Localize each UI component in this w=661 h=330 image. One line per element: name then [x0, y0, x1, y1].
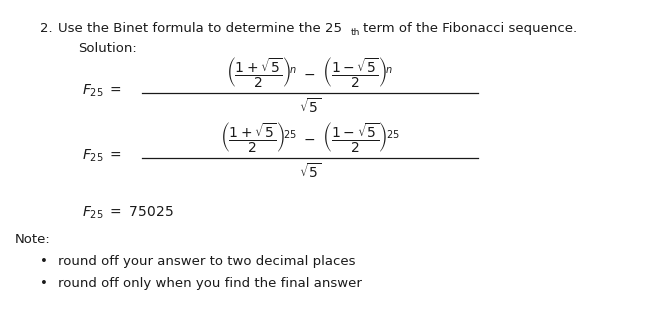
Text: Solution:: Solution:	[78, 42, 137, 55]
Text: th: th	[351, 28, 360, 37]
Text: •: •	[40, 277, 48, 290]
Text: $F_{25}\ =$: $F_{25}\ =$	[82, 83, 122, 99]
Text: •: •	[40, 255, 48, 268]
Text: term of the Fibonacci sequence.: term of the Fibonacci sequence.	[363, 22, 577, 35]
Text: $\sqrt{5}$: $\sqrt{5}$	[299, 97, 321, 116]
Text: 2.: 2.	[40, 22, 53, 35]
Text: $\left(\dfrac{1+\sqrt{5}}{2}\right)^{\!25}\ -\ \left(\dfrac{1-\sqrt{5}}{2}\right: $\left(\dfrac{1+\sqrt{5}}{2}\right)^{\!2…	[220, 120, 400, 154]
Text: Note:: Note:	[15, 233, 51, 246]
Text: round off your answer to two decimal places: round off your answer to two decimal pla…	[58, 255, 356, 268]
Text: $\sqrt{5}$: $\sqrt{5}$	[299, 162, 321, 181]
Text: Use the Binet formula to determine the 25: Use the Binet formula to determine the 2…	[58, 22, 342, 35]
Text: $F_{25}\ =$: $F_{25}\ =$	[82, 148, 122, 164]
Text: $F_{25}\ =\ 75025$: $F_{25}\ =\ 75025$	[82, 205, 174, 221]
Text: round off only when you find the final answer: round off only when you find the final a…	[58, 277, 362, 290]
Text: $\left(\dfrac{1+\sqrt{5}}{2}\right)^{\!n}\ -\ \left(\dfrac{1-\sqrt{5}}{2}\right): $\left(\dfrac{1+\sqrt{5}}{2}\right)^{\!n…	[226, 55, 394, 89]
